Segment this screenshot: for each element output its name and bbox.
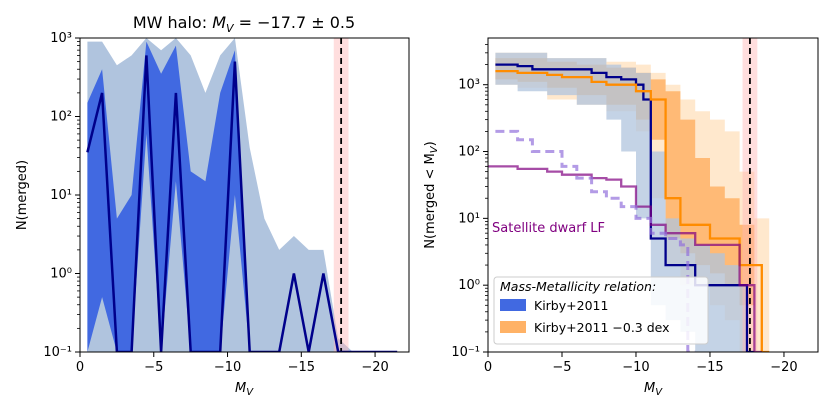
right-series-kirby-2011-0-3-dex-median <box>495 69 770 352</box>
legend: Mass-Metallicity relation: Kirby+2011 Ki… <box>493 276 709 345</box>
left-ytick-label: 10⁰ <box>50 267 72 282</box>
left-xtick-label: 0 <box>76 360 84 375</box>
right-xtick-label: −20 <box>770 360 797 375</box>
left-plot-area <box>86 38 398 352</box>
left-ytick-label: 10⁻¹ <box>43 345 72 360</box>
right-ytick-label: 10³ <box>458 78 480 93</box>
legend-label-kirby: Kirby+2011 <box>534 298 608 313</box>
right-ytick-label: 10⁻¹ <box>451 345 480 360</box>
legend-swatch-kirby <box>500 299 526 311</box>
right-y-ticks: 10⁻¹ 10⁰ 10¹ 10² 10³ <box>451 44 488 360</box>
right-mv-uncertainty-band <box>742 38 758 352</box>
right-ylabel: N(merged < MV) <box>423 141 440 248</box>
right-xtick-label: −10 <box>622 360 649 375</box>
right-ytick-label: 10² <box>458 145 480 160</box>
left-ytick-label: 10¹ <box>50 188 72 203</box>
right-panel: 0 −5 −10 −15 −20 10⁻¹ 10⁰ 10¹ 10² 10³ MV N(merge… <box>423 37 819 398</box>
right-axes-frame <box>487 37 819 353</box>
legend-label-kirby-03dex: Kirby+2011 −0.3 dex <box>534 320 670 335</box>
legend-title: Mass-Metallicity relation: <box>500 279 656 294</box>
right-xtick-label: 0 <box>484 360 492 375</box>
legend-box <box>493 276 709 345</box>
satellite-dwarf-annotation: Satellite dwarf LF <box>492 221 605 236</box>
right-xlabel: MV <box>644 381 663 398</box>
left-ytick-label: 10³ <box>50 31 72 46</box>
right-series-satellite-dwarf-lf-alt- <box>495 129 696 352</box>
left-ylabel: N(merged) <box>15 160 30 230</box>
left-y-ticks: 10⁻¹ 10⁰ 10¹ 10² 10³ <box>43 31 80 360</box>
left-xlabel: MV <box>235 381 254 398</box>
right-x-ticks: 0 −5 −10 −15 −20 <box>484 352 798 375</box>
left-title: MW halo: MV = −17.7 ± 0.5 <box>133 13 355 35</box>
right-ytick-label: 10⁰ <box>458 278 480 293</box>
legend-swatch-kirby-03dex <box>500 321 526 333</box>
right-xtick-label: −5 <box>552 360 571 375</box>
left-panel: MW halo: MV = −17.7 ± 0.5 0 −5 −10 −15 −20 1… <box>15 13 410 398</box>
left-mv-uncertainty-band <box>333 38 349 352</box>
left-xtick-label: −20 <box>361 360 388 375</box>
left-xtick-label: −5 <box>144 360 163 375</box>
right-band-orange-inner <box>495 58 762 352</box>
left-xtick-label: −15 <box>288 360 315 375</box>
left-x-ticks: 0 −5 −10 −15 −20 <box>76 352 389 375</box>
left-series-median <box>86 55 398 352</box>
right-ytick-label: 10¹ <box>458 211 480 226</box>
left-ytick-label: 10² <box>50 110 72 125</box>
left-xtick-label: −10 <box>214 360 241 375</box>
right-series-kirby-2011-median <box>495 63 755 352</box>
right-xtick-label: −15 <box>696 360 723 375</box>
